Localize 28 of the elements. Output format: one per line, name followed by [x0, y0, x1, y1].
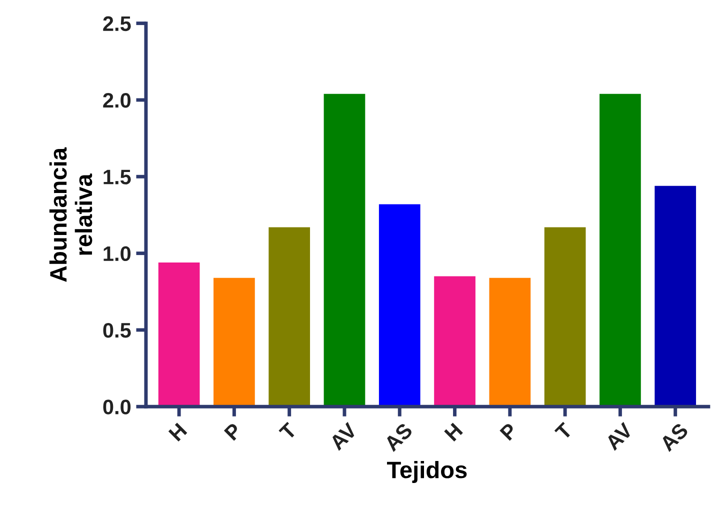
x-tick-label: AS — [383, 422, 414, 452]
bar — [378, 204, 420, 407]
y-tick-label: 1.0 — [104, 246, 131, 262]
x-tick-label: T — [278, 422, 298, 441]
x-tick-label: AV — [604, 422, 634, 451]
bar — [434, 276, 476, 407]
bar — [268, 227, 310, 407]
x-axis-title: Tejidos — [387, 460, 467, 483]
y-axis-title: Abundancia relativa — [49, 147, 92, 282]
y-tick-label: 1.5 — [104, 170, 131, 184]
bar — [158, 262, 200, 407]
bar — [544, 227, 586, 407]
x-tick-label: AV — [328, 422, 358, 451]
x-tick-label: T — [554, 422, 574, 441]
bar — [324, 94, 366, 407]
bar — [600, 94, 641, 407]
bar — [214, 278, 255, 407]
x-tick-label: H — [168, 422, 188, 442]
bar — [654, 186, 696, 407]
bar — [489, 278, 531, 407]
x-tick-label: P — [224, 422, 242, 441]
y-tick-label: 2.5 — [103, 16, 131, 32]
y-tick-label: 0.0 — [103, 400, 131, 414]
y-tick-label: 0.5 — [103, 322, 131, 338]
x-tick-label: H — [444, 422, 463, 442]
x-tick-label: P — [500, 422, 518, 441]
y-tick-label: 2.0 — [103, 92, 131, 108]
x-tick-label: AS — [659, 422, 689, 452]
